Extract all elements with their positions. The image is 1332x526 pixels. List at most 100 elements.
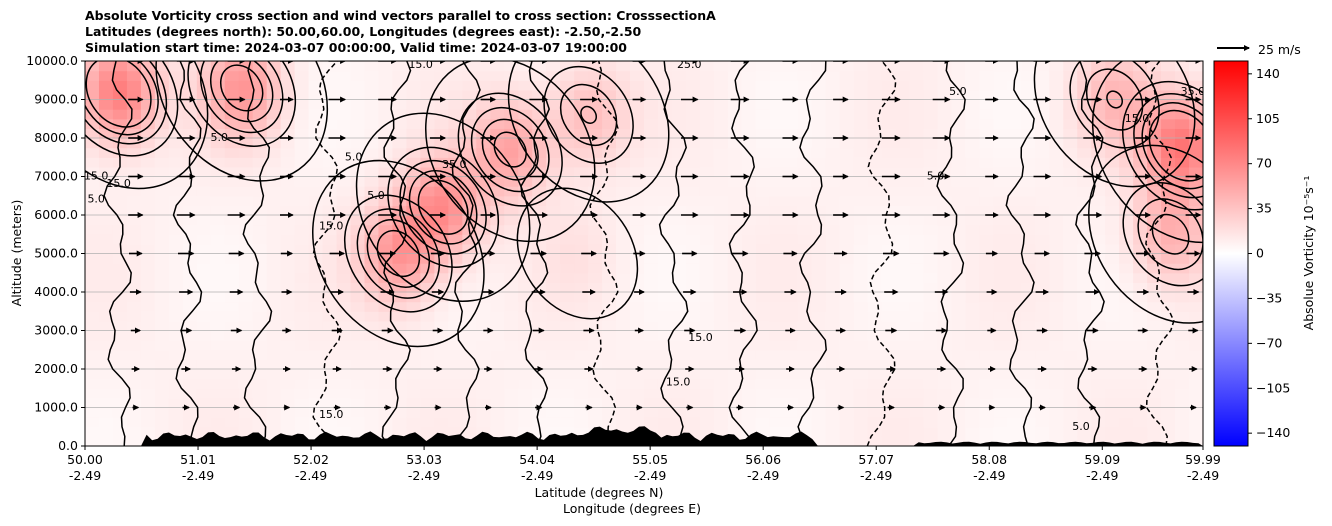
x-tick-label-lat: 59.09 bbox=[1084, 452, 1120, 467]
field-cell bbox=[392, 224, 408, 235]
field-cell bbox=[937, 407, 953, 418]
field-cell bbox=[825, 243, 841, 255]
field-cell bbox=[112, 349, 128, 360]
field-cell bbox=[825, 263, 841, 274]
field-cell bbox=[602, 80, 617, 91]
field-cell bbox=[825, 205, 841, 216]
field-cell bbox=[1133, 263, 1148, 274]
field-cell bbox=[210, 282, 226, 293]
field-cell bbox=[294, 397, 310, 409]
field-cell bbox=[1077, 243, 1092, 255]
field-cell bbox=[294, 359, 310, 370]
field-cell bbox=[839, 253, 855, 264]
field-cell bbox=[140, 70, 156, 81]
field-cell bbox=[588, 292, 603, 303]
field-cell bbox=[308, 426, 324, 437]
field-cell bbox=[713, 61, 729, 72]
field-cell bbox=[923, 407, 939, 418]
field-cell bbox=[1063, 272, 1078, 283]
field-cell bbox=[895, 176, 911, 187]
field-cell bbox=[1105, 215, 1120, 226]
field-cell bbox=[1133, 436, 1148, 446]
field-cell bbox=[797, 195, 813, 206]
field-cell bbox=[769, 311, 785, 322]
field-cell bbox=[126, 70, 142, 81]
field-cell bbox=[699, 157, 715, 168]
field-cell bbox=[238, 397, 254, 409]
field-cell bbox=[392, 407, 408, 418]
field-cell bbox=[308, 407, 324, 418]
field-cell bbox=[1035, 340, 1050, 351]
field-cell bbox=[308, 109, 324, 120]
field-cell bbox=[85, 349, 100, 360]
field-cell bbox=[406, 340, 421, 351]
field-cell bbox=[518, 426, 533, 437]
contour-line bbox=[387, 146, 500, 268]
contour-label: 5.0 bbox=[927, 170, 945, 183]
field-cell bbox=[937, 99, 953, 110]
field-cell bbox=[154, 80, 170, 91]
field-cell bbox=[434, 272, 449, 283]
field-cell bbox=[504, 70, 519, 81]
field-cell bbox=[196, 243, 212, 255]
field-cell bbox=[923, 166, 939, 178]
field-cell bbox=[811, 301, 827, 312]
field-cell bbox=[811, 99, 827, 110]
field-cell bbox=[98, 234, 114, 245]
field-cell bbox=[210, 80, 226, 91]
field-cell bbox=[1133, 128, 1148, 139]
field-cell bbox=[951, 61, 967, 72]
field-cell bbox=[1063, 359, 1078, 370]
field-cell bbox=[644, 224, 659, 235]
field-cell bbox=[811, 330, 827, 341]
field-cell bbox=[238, 292, 254, 303]
field-cell bbox=[616, 417, 631, 428]
field-cell bbox=[85, 176, 100, 187]
field-cell bbox=[1049, 330, 1064, 341]
field-cell bbox=[1007, 224, 1022, 235]
field-cell bbox=[616, 369, 631, 380]
field-cell bbox=[154, 282, 170, 293]
field-cell bbox=[574, 89, 589, 101]
field-cell bbox=[951, 436, 967, 446]
field-cell bbox=[196, 320, 212, 332]
field-cell bbox=[350, 263, 366, 274]
field-cell bbox=[1105, 109, 1120, 120]
field-cell bbox=[755, 147, 771, 158]
field-cell bbox=[602, 330, 617, 341]
field-cell bbox=[462, 176, 477, 187]
field-cell bbox=[546, 128, 561, 139]
field-cell bbox=[322, 272, 338, 283]
field-cell bbox=[140, 89, 156, 101]
field-cell bbox=[560, 118, 575, 129]
field-cell bbox=[238, 224, 254, 235]
field-cell bbox=[1021, 369, 1036, 380]
x-tick-label-lat: 56.06 bbox=[745, 452, 781, 467]
field-cell bbox=[853, 378, 869, 389]
field-cell bbox=[182, 205, 198, 216]
field-cell bbox=[308, 215, 324, 226]
field-cell bbox=[755, 407, 771, 418]
field-cell bbox=[797, 215, 813, 226]
field-cell bbox=[336, 61, 352, 72]
field-cell bbox=[1049, 349, 1064, 360]
field-cell bbox=[476, 70, 491, 81]
field-cell bbox=[238, 417, 254, 428]
field-cell bbox=[98, 426, 114, 437]
field-cell bbox=[937, 426, 953, 437]
field-cell bbox=[1119, 176, 1134, 187]
field-cell bbox=[196, 349, 212, 360]
field-cell bbox=[951, 359, 967, 370]
field-cell bbox=[252, 272, 268, 283]
field-cell bbox=[1175, 407, 1190, 418]
field-cell bbox=[546, 147, 561, 158]
field-cell bbox=[644, 176, 659, 187]
contour-line bbox=[481, 118, 539, 181]
field-cell bbox=[280, 157, 296, 168]
field-cell bbox=[895, 340, 911, 351]
field-cell bbox=[560, 388, 575, 399]
field-cell bbox=[965, 99, 980, 110]
field-cell bbox=[993, 109, 1008, 120]
field-cell bbox=[644, 292, 659, 303]
field-cell bbox=[839, 436, 855, 446]
